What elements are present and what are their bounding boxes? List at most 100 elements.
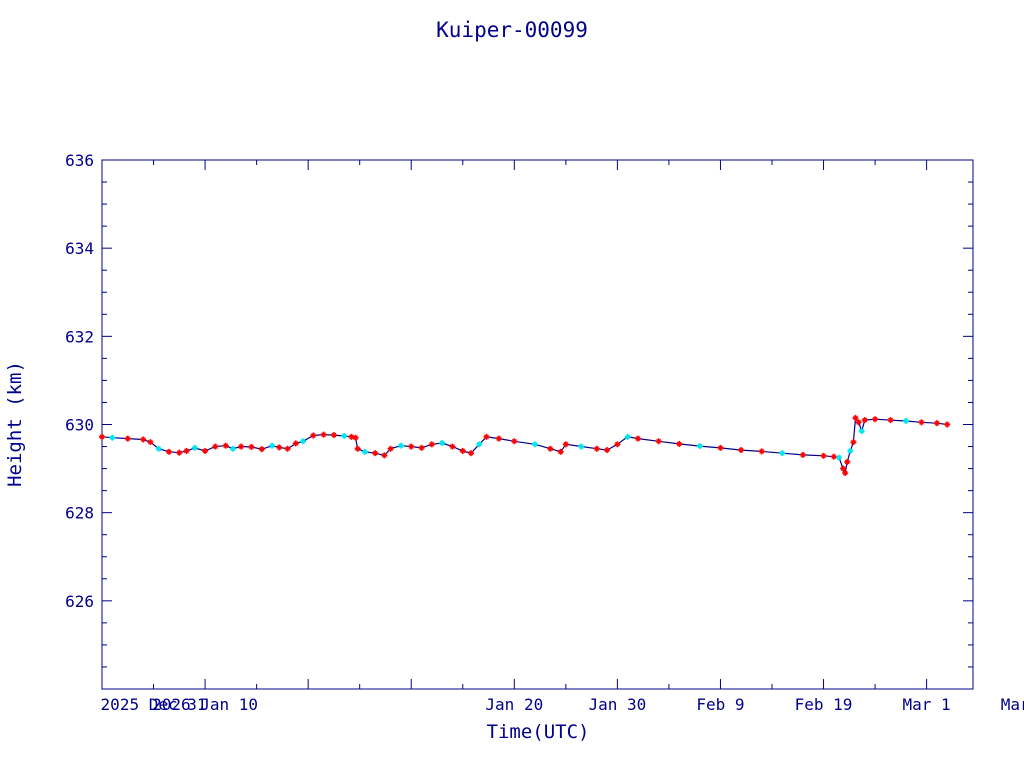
data-point [109,434,116,441]
plot-frame [101,159,974,690]
data-point [183,447,190,454]
data-point [844,458,851,465]
data-point [387,445,394,452]
x-tick-label: Mar 11 [1001,695,1024,714]
x-tick-label: Mar 1 [903,695,951,714]
data-point [449,443,456,450]
data-point [166,448,172,455]
data-point [495,435,502,442]
data-point [361,448,368,455]
data-point [840,465,847,472]
x-tick-label: Jan 30 [588,695,646,714]
x-tick-label: 2025 Dec 31 [101,695,207,714]
data-point [222,442,229,449]
data-point [381,452,388,459]
series-layer [99,414,951,476]
y-tick-label: 634 [65,239,94,258]
x-tick-label: Feb 9 [696,695,744,714]
data-point [614,441,621,448]
data-point [836,454,842,461]
data-point [887,417,894,424]
data-point [779,450,786,457]
data-point [352,434,359,441]
data-point [872,416,879,423]
data-point [397,442,404,449]
data-point [468,450,475,457]
data-point [511,438,518,445]
data-point [852,414,859,421]
data-point [483,433,490,440]
data-point [258,446,265,453]
data-point [99,433,105,440]
data-point [269,442,276,449]
data-point [276,444,283,451]
data-point [292,440,299,447]
y-tick-label: 626 [65,592,94,611]
data-point [428,441,435,448]
y-axis-label: Height (km) [4,361,26,487]
data-point [330,432,337,439]
data-point [212,443,219,450]
data-point [176,449,183,456]
data-point [696,443,703,450]
data-point [408,443,415,450]
y-tick-label: 632 [65,327,94,346]
y-tick-label: 636 [65,151,94,170]
data-point [799,451,806,458]
data-point [858,428,865,435]
data-point [341,432,348,439]
data-point [320,431,327,438]
data-point [547,445,554,452]
data-point [635,435,641,442]
y-tick-label: 628 [65,504,94,523]
x-axis-label: Time(UTC) [487,721,590,743]
data-point [202,447,209,454]
data-point [918,419,925,426]
data-point [557,448,564,455]
data-point [531,441,538,448]
data-point [861,417,868,424]
data-point [933,420,940,427]
x-tick-label: Jan 20 [485,695,543,714]
data-point [310,432,317,439]
data-point [140,436,147,443]
series-line [101,416,948,475]
data-point [847,447,854,454]
y-axis: 626 628 630 632 634 636 [65,151,973,690]
data-point [439,440,446,447]
data-point [830,453,837,460]
data-point [738,447,745,454]
data-point [459,447,466,454]
x-tick-label: Feb 19 [795,695,853,714]
data-point [124,435,131,442]
data-point [354,445,361,452]
data-point [155,445,162,452]
data-point [758,448,765,455]
data-point [593,445,600,452]
data-point [604,447,611,454]
data-point [300,438,306,445]
data-point [842,469,849,476]
x-tick-label: 2026 Jan 10 [152,695,258,714]
data-point [238,443,245,450]
y-tick-label: 630 [65,416,94,435]
data-point [248,443,255,450]
data-point [676,440,683,447]
data-point [418,444,425,451]
data-point [578,443,585,450]
data-point [855,419,862,426]
data-point [624,433,631,440]
chart-title: Kuiper-00099 [436,18,588,42]
data-point [229,445,236,452]
data-point [850,439,857,446]
data-point [147,439,154,446]
data-point [372,450,379,457]
data-point [562,441,569,448]
data-point [717,444,724,451]
data-point [476,441,483,448]
data-point [655,438,662,445]
data-point [284,445,291,452]
data-point [903,417,909,424]
